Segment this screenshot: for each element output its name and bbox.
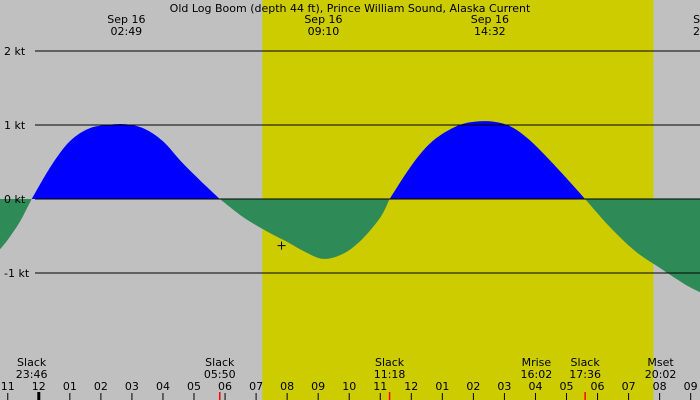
hour-tick-label: 08 (653, 380, 667, 393)
y-tick-label: 0 kt (4, 193, 26, 206)
event-time-label: 17:36 (569, 368, 601, 381)
hour-tick-label: 06 (591, 380, 605, 393)
flood-area (389, 121, 586, 199)
y-tick-label: 2 kt (4, 45, 26, 58)
ebb-area (219, 199, 390, 259)
hour-tick-label: 07 (622, 380, 636, 393)
hour-tick-label: 02 (466, 380, 480, 393)
hour-tick-label: 11 (1, 380, 15, 393)
ebb-area (585, 199, 700, 293)
ebb-area (0, 199, 32, 250)
event-time-label: 23:46 (16, 368, 48, 381)
hour-tick-label: 11 (373, 380, 387, 393)
hour-tick-label: 03 (125, 380, 139, 393)
chart-title: Old Log Boom (depth 44 ft), Prince Willi… (170, 2, 531, 15)
top-time-label: 02:49 (110, 25, 142, 38)
top-date-label: Sep 16 (471, 13, 509, 26)
hour-tick-label: 06 (218, 380, 232, 393)
hour-tick-label: 10 (342, 380, 356, 393)
event-name-label: Slack (205, 356, 235, 369)
midnight-tick-mark (37, 392, 41, 400)
top-date-label: Sep 16 (304, 13, 342, 26)
hour-tick-label: 12 (404, 380, 418, 393)
y-tick-label: -1 kt (4, 267, 30, 280)
event-name-label: Slack (375, 356, 405, 369)
hour-tick-label: 09 (311, 380, 325, 393)
event-name-label: Slack (571, 356, 601, 369)
top-time-label: 21 (693, 25, 700, 38)
hour-tick-label: 04 (156, 380, 170, 393)
event-time-label: 11:18 (374, 368, 406, 381)
event-name-label: Slack (17, 356, 47, 369)
top-time-label: 14:32 (474, 25, 506, 38)
y-tick-label: 1 kt (4, 119, 26, 132)
hour-tick-label: 07 (249, 380, 263, 393)
top-date-label: Se (693, 13, 700, 26)
event-time-label: 20:02 (645, 368, 677, 381)
hour-tick-label: 01 (63, 380, 77, 393)
hour-tick-label: 04 (528, 380, 542, 393)
hour-tick-label: 03 (497, 380, 511, 393)
hour-tick-label: 09 (684, 380, 698, 393)
hour-tick-label: 12 (32, 380, 46, 393)
event-name-label: Mrise (522, 356, 552, 369)
event-time-label: 16:02 (521, 368, 553, 381)
flood-area (31, 124, 220, 199)
top-time-label: 09:10 (308, 25, 340, 38)
hour-tick-label: 02 (94, 380, 108, 393)
hour-tick-label: 05 (187, 380, 201, 393)
hour-tick-label: 01 (435, 380, 449, 393)
hour-tick-label: 08 (280, 380, 294, 393)
event-name-label: Mset (647, 356, 674, 369)
hour-tick-label: 05 (560, 380, 574, 393)
event-time-label: 05:50 (204, 368, 236, 381)
top-date-label: Sep 16 (107, 13, 145, 26)
